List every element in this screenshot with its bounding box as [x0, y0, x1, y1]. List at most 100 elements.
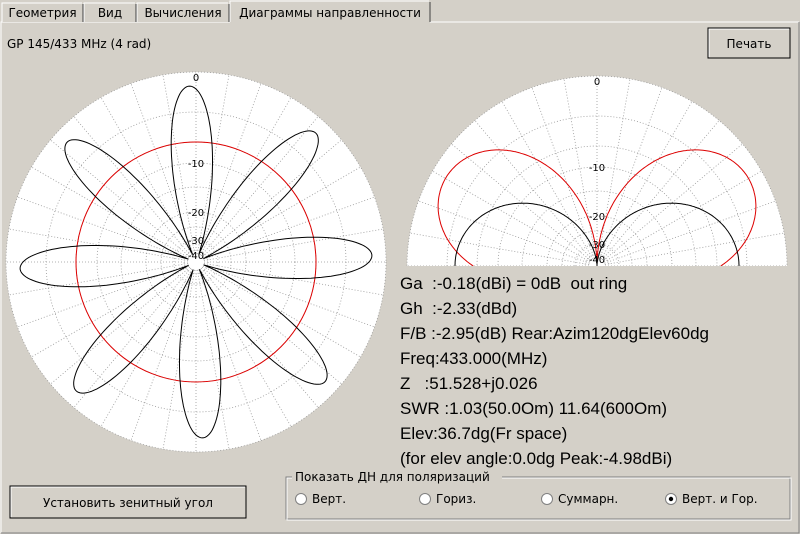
grid-spoke	[531, 87, 595, 259]
ring-label: -40	[589, 255, 605, 266]
radio-option[interactable]: Верт. и Гор.	[665, 492, 758, 506]
grid-spoke	[8, 262, 189, 296]
tab[interactable]: Вид	[83, 2, 137, 22]
ring-label: -10	[188, 159, 204, 170]
button-bevel	[708, 28, 789, 57]
radio-dot	[668, 496, 674, 502]
radio-label: Верт.	[312, 492, 346, 506]
button-label: Печать	[727, 37, 772, 51]
grid-spoke	[50, 139, 191, 258]
grid-spoke	[201, 266, 342, 385]
grid-spoke	[451, 143, 592, 262]
zenith-button[interactable]: Установить зенитный угол	[9, 485, 247, 519]
tab-bevel	[83, 2, 135, 22]
ring-label: -10	[589, 163, 605, 174]
grid-spoke	[100, 268, 193, 427]
grid-spoke	[409, 232, 590, 266]
radio-button	[419, 493, 431, 505]
grid-spoke	[73, 116, 192, 257]
grid-spoke	[130, 269, 194, 441]
tab-bevel	[229, 0, 429, 22]
radio-option[interactable]: Верт.	[295, 492, 347, 506]
radio-label: Гориз.	[436, 492, 476, 506]
grid-ring	[173, 239, 219, 285]
tab-label: Диаграммы направленности	[239, 6, 421, 20]
tab-bevel	[136, 2, 228, 22]
radio-option[interactable]: Гориз.	[419, 492, 477, 506]
tab-face	[230, 1, 430, 23]
info-line: Gh :-2.33(dBd)	[400, 299, 517, 318]
grid-spoke	[599, 87, 663, 259]
ring-label: -20	[188, 208, 204, 219]
grid-spoke	[203, 262, 384, 296]
grid-spoke	[198, 83, 262, 255]
info-line: Freq:433.000(MHz)	[400, 349, 547, 368]
grid-spoke	[432, 170, 591, 263]
grid-spoke	[162, 269, 196, 450]
radio-option[interactable]: Суммарн.	[541, 492, 619, 506]
plot-disk	[407, 76, 787, 266]
pattern-total	[437, 149, 757, 266]
info-line: SWR :1.03(50.0Om) 11.64(600Om)	[400, 399, 667, 418]
group-frame	[286, 477, 792, 521]
group-title: Показать ДН для поляризаций	[295, 470, 490, 484]
ring-label: -30	[589, 240, 605, 251]
grid-spoke	[203, 228, 384, 262]
tab[interactable]: Диаграммы направленности	[229, 0, 431, 23]
info-line: F/B :-2.95(dB) Rear:Azim120dgElev60dg	[400, 324, 709, 343]
tab-label: Геометрия	[8, 6, 76, 20]
polarization-group: Показать ДН для поляризаций Верт. Гориз. С…	[285, 470, 792, 521]
antenna-title: GP 145/433 MHz (4 rad)	[7, 37, 151, 51]
tab-bevel	[1, 2, 82, 22]
radio-button	[295, 493, 307, 505]
group-frame	[285, 476, 791, 520]
grid-spoke	[418, 200, 590, 264]
grid-spoke	[202, 265, 361, 358]
button-bevel	[10, 486, 245, 517]
ring-label: 0	[193, 73, 199, 84]
button-frame	[707, 27, 791, 59]
grid-ring	[5, 71, 387, 453]
ring-label: -30	[188, 236, 204, 247]
plot-disk	[6, 72, 386, 452]
pattern-vertical	[454, 202, 740, 266]
info-line: Elev:36.7dg(Fr space)	[400, 424, 567, 443]
print-button[interactable]: Печать	[707, 27, 791, 59]
radio-button	[541, 493, 553, 505]
grid-spoke	[604, 200, 776, 264]
tab-label: Вычисления	[144, 6, 221, 20]
grid-spoke	[602, 143, 743, 262]
ring-label: -20	[589, 212, 605, 223]
grid-spoke	[603, 170, 762, 263]
panel-border	[1, 22, 800, 534]
grid-spoke	[604, 232, 785, 266]
tab[interactable]: Геометрия	[1, 2, 84, 22]
tab[interactable]: Вычисления	[136, 2, 230, 22]
tab-face	[137, 3, 229, 22]
grid-spoke	[563, 78, 597, 259]
grid-spoke	[50, 266, 191, 385]
group-title-bg	[292, 470, 502, 484]
pattern-total	[75, 141, 317, 383]
grid-spoke	[200, 116, 319, 257]
plot-area	[5, 71, 387, 453]
tab-label: Вид	[98, 6, 122, 20]
radio-label: Верт. и Гор.	[682, 492, 758, 506]
tab-face	[2, 3, 83, 22]
info-line: Z :51.528+j0.026	[400, 374, 538, 393]
grid-spoke	[601, 120, 720, 261]
ring-label: -40	[188, 251, 204, 262]
grid-spoke	[597, 78, 631, 259]
grid-spoke	[199, 97, 292, 256]
ring-label: 0	[594, 77, 600, 88]
grid-spoke	[73, 267, 192, 408]
info-line: (for elev angle:0.0dg Peak:-4.98dBi)	[400, 449, 672, 468]
grid-ring	[406, 75, 788, 266]
grid-spoke	[31, 166, 190, 259]
grid-spoke	[201, 139, 342, 258]
button-label: Установить зенитный угол	[43, 496, 213, 510]
button-frame	[9, 485, 247, 519]
grid-spoke	[600, 101, 693, 260]
grid-spoke	[196, 74, 230, 255]
